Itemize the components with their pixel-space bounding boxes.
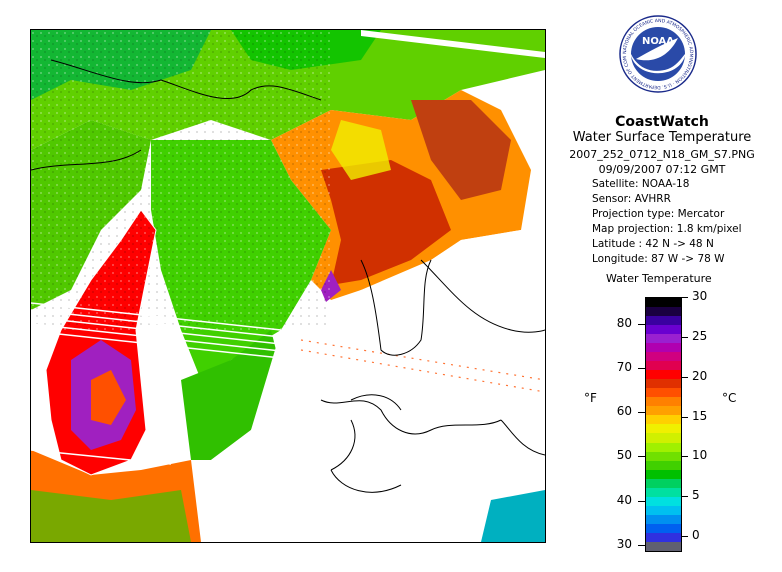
satellite: Satellite: NOAA-18: [592, 178, 690, 190]
color-band: [646, 469, 681, 479]
color-scale-bar: [645, 297, 682, 552]
color-band: [646, 541, 681, 551]
celsius-tick-label: 10: [692, 448, 708, 463]
color-band: [646, 343, 681, 353]
color-band: [646, 361, 681, 371]
coastlines: [31, 59, 545, 493]
fahrenheit-tick-label: 40: [616, 492, 632, 507]
fahrenheit-tick-label: 70: [616, 359, 632, 374]
fahrenheit-tick-mark: [638, 544, 645, 546]
fahrenheit-tick-mark: [638, 367, 645, 369]
color-band: [646, 397, 681, 407]
sst-map-image: [31, 30, 545, 542]
color-band: [646, 388, 681, 398]
celsius-tick-mark: [681, 336, 688, 338]
celsius-tick-label: 15: [692, 408, 708, 423]
celsius-tick-mark: [681, 536, 688, 537]
projection-type: Projection type: Mercator: [592, 208, 725, 220]
celsius-tick-mark: [681, 496, 688, 498]
unit-fahrenheit: °F: [584, 391, 597, 405]
scan-lines: [31, 302, 282, 465]
product-title: CoastWatch: [615, 114, 709, 130]
celsius-tick-label: 25: [692, 328, 708, 343]
celsius-tick-label: 20: [692, 368, 708, 383]
color-band: [646, 514, 681, 524]
datetime: 09/09/2007 07:12 GMT: [598, 163, 726, 176]
celsius-tick-mark: [681, 376, 688, 378]
color-band: [646, 532, 681, 542]
celsius-tick-mark: [681, 416, 688, 418]
cloud-stripe: [361, 30, 545, 58]
celsius-tick-label: 5: [692, 488, 700, 503]
color-band: [646, 415, 681, 425]
color-band: [646, 442, 681, 452]
fahrenheit-tick-mark: [638, 323, 645, 325]
fahrenheit-tick-mark: [638, 412, 645, 414]
celsius-tick-mark: [681, 297, 688, 298]
color-band: [646, 505, 681, 515]
sst-map[interactable]: [30, 29, 546, 543]
color-band: [646, 433, 681, 443]
lake-ontario-patch: [481, 490, 545, 542]
color-band: [646, 478, 681, 488]
sensor: Sensor: AVHRR: [592, 193, 671, 205]
color-band: [646, 298, 681, 308]
color-band: [646, 460, 681, 470]
longitude-range: Longitude: 87 W -> 78 W: [592, 253, 725, 265]
color-band: [646, 487, 681, 497]
noaa-logo: NOAA NATIONAL OCEANIC AND ATMOSPHERIC AD…: [616, 10, 698, 94]
color-band: [646, 406, 681, 416]
color-band: [646, 496, 681, 506]
color-band: [646, 334, 681, 344]
fahrenheit-tick-label: 60: [616, 404, 632, 419]
product-subtitle: Water Surface Temperature: [572, 130, 752, 145]
fahrenheit-tick-label: 30: [616, 536, 632, 551]
color-band: [646, 523, 681, 533]
celsius-tick-mark: [681, 456, 688, 458]
legend-title: Water Temperature: [606, 272, 712, 285]
color-band: [646, 451, 681, 461]
filename: 2007_252_0712_N18_GM_S7.PNG: [569, 148, 755, 161]
noaa-logo-icon: NOAA NATIONAL OCEANIC AND ATMOSPHERIC AD…: [616, 10, 697, 93]
celsius-tick-label: 0: [692, 528, 700, 542]
svg-text:NOAA: NOAA: [642, 36, 674, 47]
unit-celsius: °C: [722, 391, 737, 405]
color-band: [646, 379, 681, 389]
fahrenheit-tick-mark: [638, 456, 645, 458]
latitude-range: Latitude : 42 N -> 48 N: [592, 238, 714, 250]
celsius-tick-label: 30: [692, 289, 708, 303]
color-band: [646, 325, 681, 335]
color-band: [646, 352, 681, 362]
color-band: [646, 316, 681, 326]
color-band: [646, 370, 681, 380]
fahrenheit-tick-mark: [638, 500, 645, 502]
fahrenheit-tick-label: 50: [616, 448, 632, 463]
fahrenheit-tick-label: 80: [616, 315, 632, 330]
color-band: [646, 424, 681, 434]
map-projection: Map projection: 1.8 km/pixel: [592, 223, 742, 235]
color-band: [646, 307, 681, 317]
